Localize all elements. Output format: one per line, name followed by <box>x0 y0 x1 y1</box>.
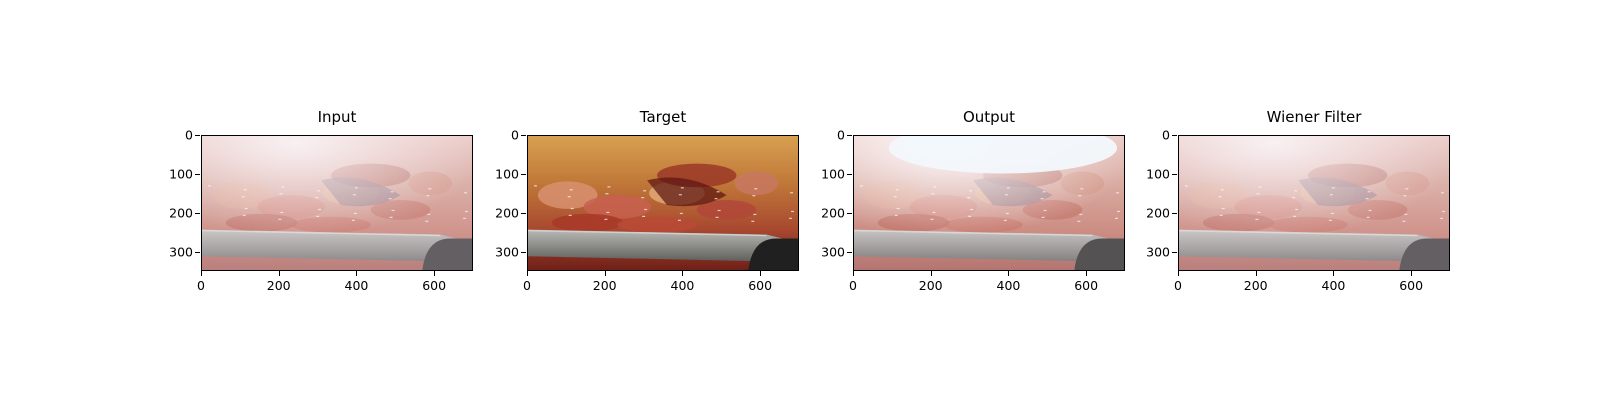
y-tick-mark <box>1172 135 1177 136</box>
x-tick-label: 0 <box>523 278 531 293</box>
y-tick-label: 200 <box>169 205 193 221</box>
y-tick-mark <box>1172 251 1177 253</box>
y-tick-mark <box>847 251 852 253</box>
x-tick-mark <box>682 271 684 276</box>
x-tick-mark <box>434 271 436 276</box>
panel-title: Wiener Filter <box>1266 108 1362 126</box>
x-tick-mark <box>527 271 528 276</box>
y-tick-label: 300 <box>169 244 193 260</box>
x-tick-mark <box>1008 271 1010 276</box>
y-tick-mark <box>521 251 526 253</box>
x-tick-mark <box>604 271 606 276</box>
x-tick-label: 400 <box>344 278 369 293</box>
y-tick-label: 300 <box>821 244 845 260</box>
y-tick-label: 300 <box>495 244 519 260</box>
panel-title: Input <box>317 108 357 126</box>
x-tick-label: 600 <box>1399 278 1424 293</box>
x-tick-label: 400 <box>996 278 1021 293</box>
image-panel: Output 0 100 200 300 0 200 400 600 <box>821 108 1125 293</box>
y-tick-mark <box>195 212 200 214</box>
x-tick-mark <box>278 271 280 276</box>
x-tick-mark <box>1086 271 1088 276</box>
image-panel: Input 0 100 200 300 0 200 400 600 <box>169 108 473 293</box>
x-tick-label: 200 <box>1243 278 1268 293</box>
panel-image <box>201 135 473 271</box>
panel-image <box>527 135 799 271</box>
image-panel: Wiener Filter 0 100 200 300 0 200 400 600 <box>1146 108 1450 293</box>
y-tick-label: 0 <box>511 127 519 143</box>
y-tick-mark <box>847 212 852 214</box>
y-tick-mark <box>521 173 526 175</box>
x-tick-mark <box>1178 271 1179 276</box>
x-tick-label: 0 <box>1174 278 1182 293</box>
x-tick-mark <box>930 271 932 276</box>
x-tick-label: 600 <box>422 278 447 293</box>
image-panel: Target 0 100 200 300 0 200 400 600 <box>495 108 799 293</box>
y-tick-mark <box>521 135 526 136</box>
x-tick-mark <box>760 271 762 276</box>
y-tick-label: 200 <box>1146 205 1170 221</box>
y-tick-label: 0 <box>1162 127 1170 143</box>
y-tick-mark <box>847 173 852 175</box>
x-tick-mark <box>853 271 854 276</box>
panel-title: Target <box>639 108 687 126</box>
x-tick-mark <box>1333 271 1335 276</box>
y-tick-label: 100 <box>495 166 519 182</box>
y-tick-mark <box>1172 173 1177 175</box>
y-tick-label: 100 <box>169 166 193 182</box>
x-tick-mark <box>1255 271 1257 276</box>
x-tick-mark <box>1411 271 1413 276</box>
y-tick-label: 200 <box>495 205 519 221</box>
y-tick-mark <box>1172 212 1177 214</box>
x-tick-label: 400 <box>1321 278 1346 293</box>
y-tick-label: 0 <box>185 127 193 143</box>
x-tick-label: 600 <box>1074 278 1099 293</box>
x-tick-label: 0 <box>197 278 205 293</box>
x-tick-label: 200 <box>592 278 617 293</box>
y-tick-label: 300 <box>1146 244 1170 260</box>
y-tick-mark <box>195 173 200 175</box>
y-tick-mark <box>847 135 852 136</box>
y-tick-label: 100 <box>821 166 845 182</box>
y-tick-label: 100 <box>1146 166 1170 182</box>
y-tick-mark <box>195 135 200 136</box>
x-tick-label: 0 <box>849 278 857 293</box>
panel-image <box>1178 135 1450 271</box>
x-tick-label: 600 <box>748 278 773 293</box>
y-tick-mark <box>521 212 526 214</box>
y-tick-label: 200 <box>821 205 845 221</box>
x-tick-label: 400 <box>670 278 695 293</box>
x-tick-mark <box>356 271 358 276</box>
x-tick-label: 200 <box>266 278 291 293</box>
x-tick-label: 200 <box>918 278 943 293</box>
panel-title: Output <box>962 108 1016 126</box>
panel-image <box>853 135 1125 271</box>
y-tick-mark <box>195 251 200 253</box>
x-tick-mark <box>201 271 202 276</box>
y-tick-label: 0 <box>837 127 845 143</box>
